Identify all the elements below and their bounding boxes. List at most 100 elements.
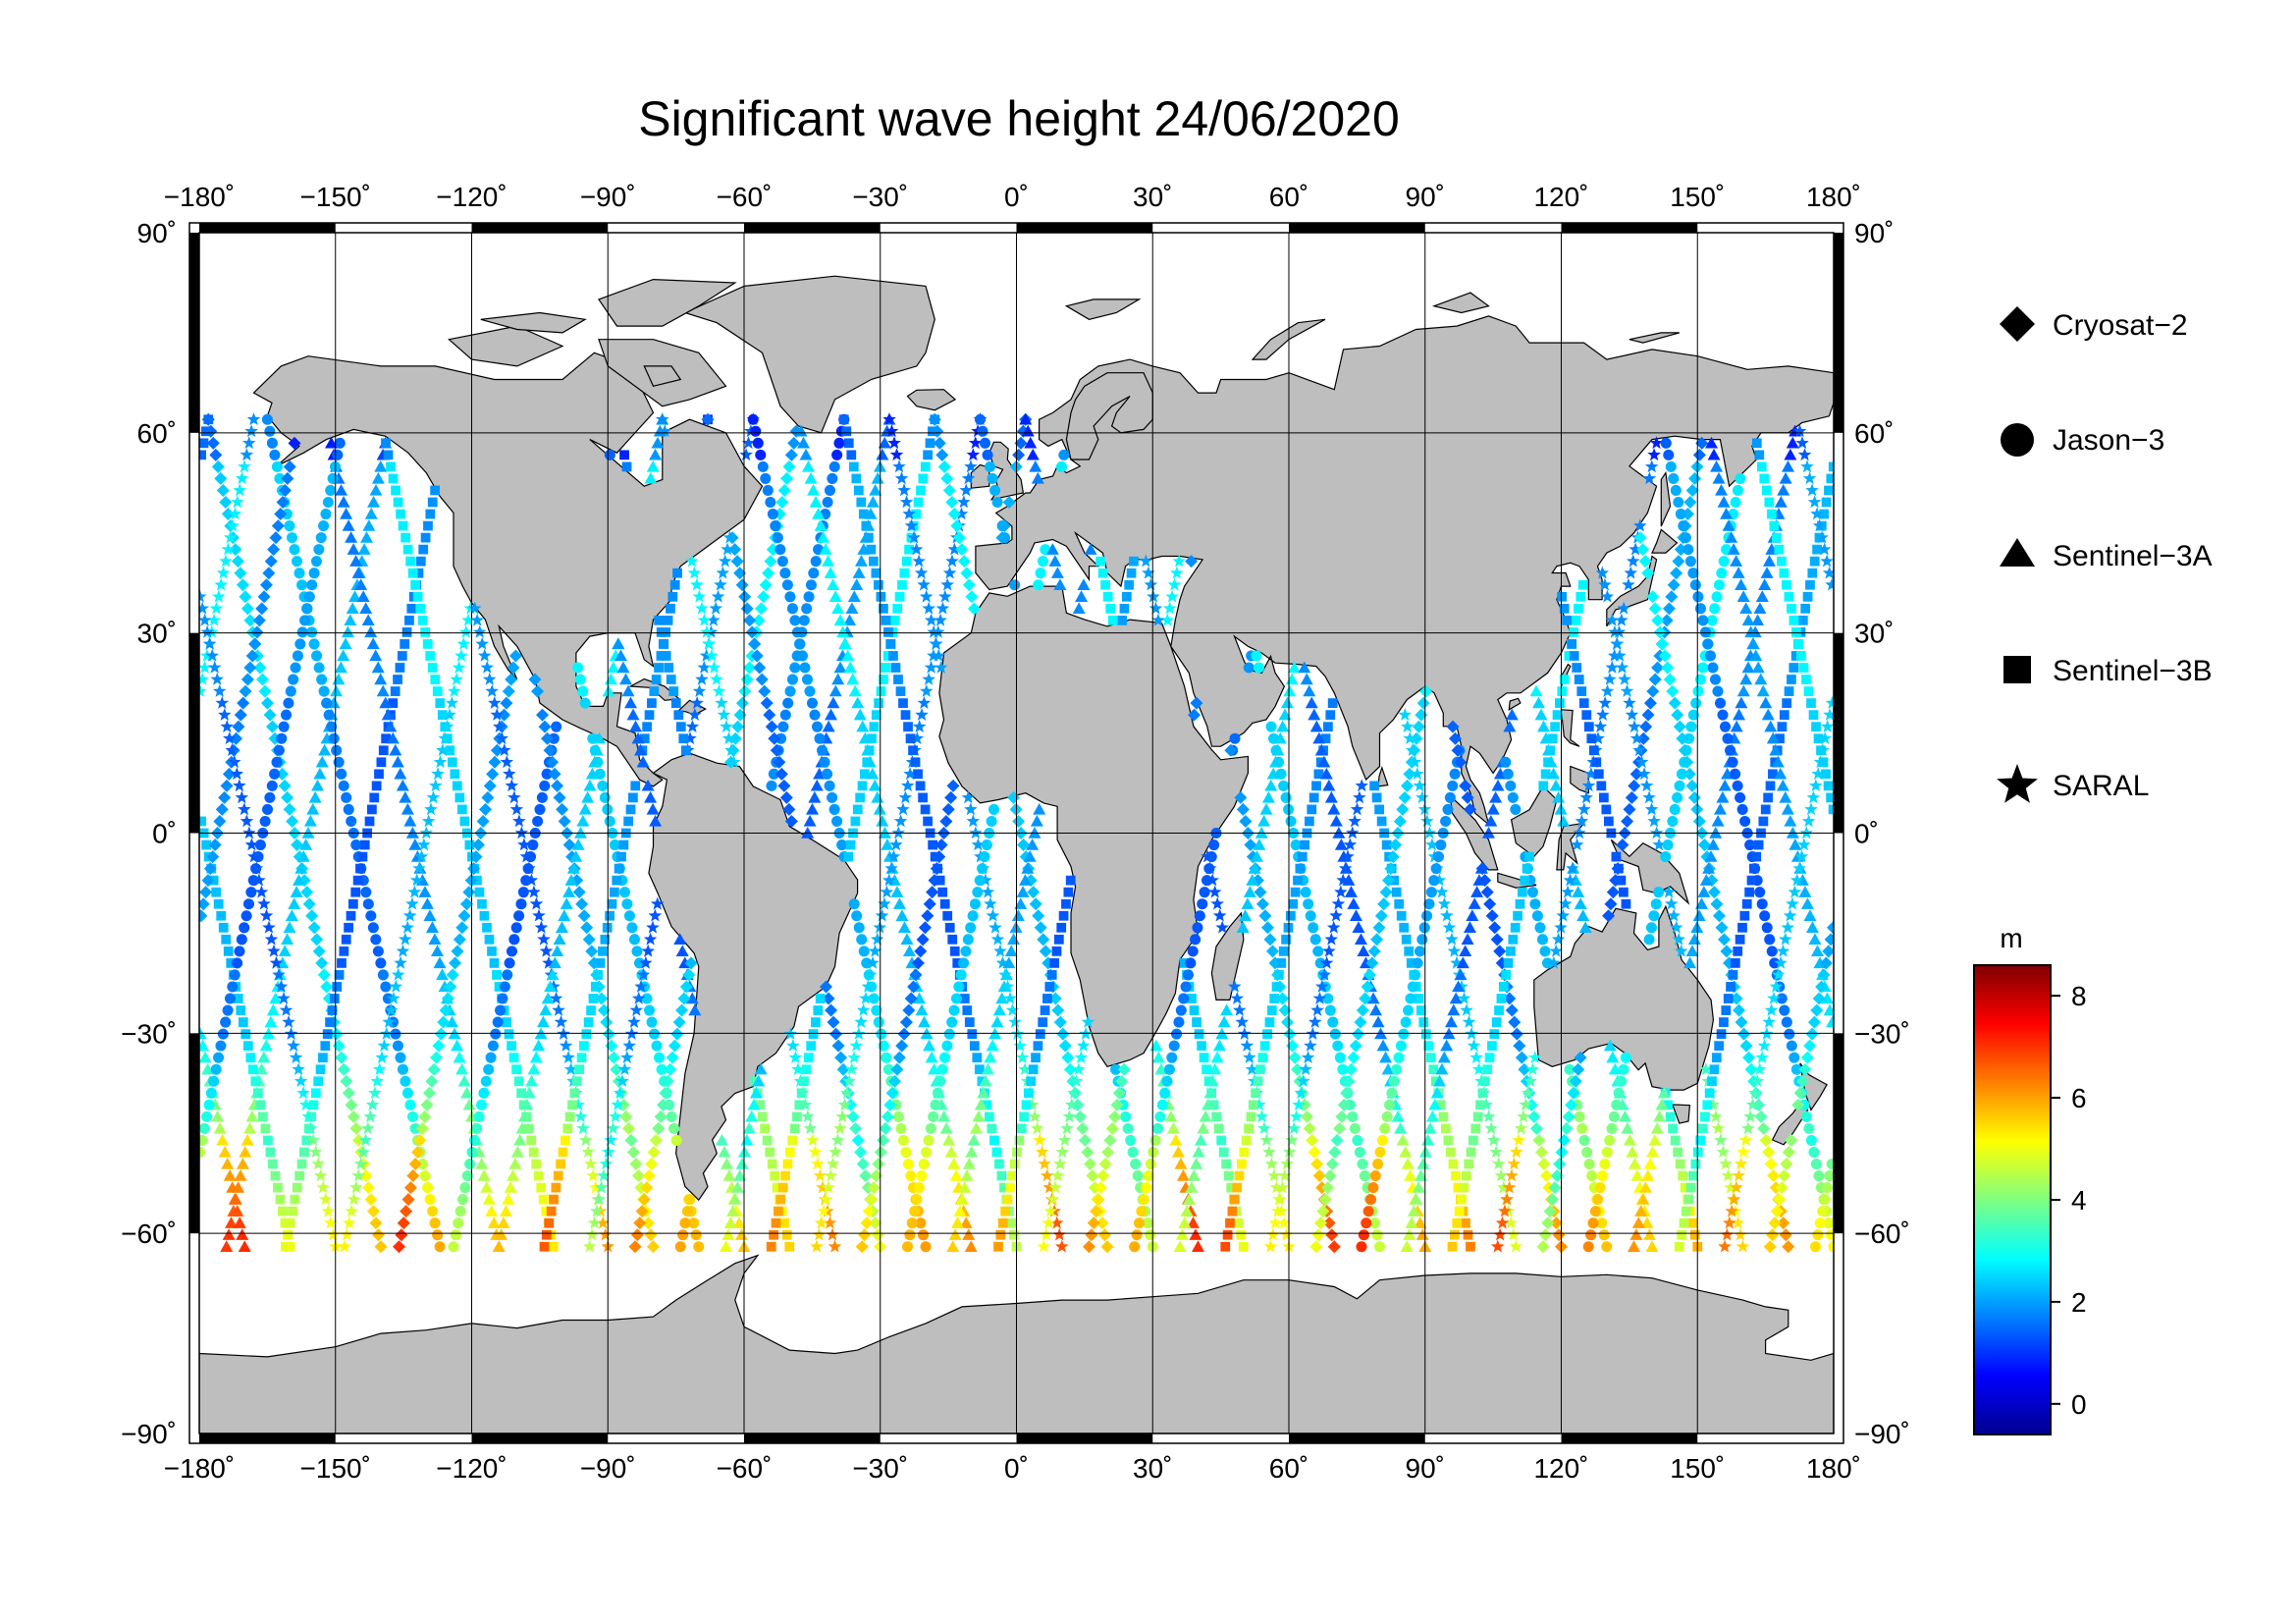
- track-point: [777, 779, 791, 792]
- track-point: [900, 710, 911, 721]
- track-point: [1092, 1193, 1105, 1207]
- track-point: [1175, 1228, 1189, 1240]
- track-point: [1687, 1217, 1698, 1228]
- track-point: [1125, 1134, 1137, 1146]
- track-point: [932, 648, 945, 662]
- track-point: [1399, 922, 1410, 933]
- track-point: [1689, 579, 1701, 591]
- track-point: [666, 603, 675, 614]
- lon-tick-label-bottom: −120˚: [436, 1453, 507, 1484]
- track-point: [1636, 731, 1650, 745]
- track-point: [794, 638, 806, 650]
- track-point: [1305, 696, 1318, 709]
- track-point: [1309, 720, 1323, 732]
- track-point: [1514, 1121, 1528, 1135]
- track-point: [1817, 1206, 1829, 1217]
- track-point: [285, 1241, 295, 1252]
- track-point: [1736, 803, 1748, 815]
- track-point: [345, 1204, 358, 1217]
- track-point: [1265, 721, 1277, 732]
- track-point: [1642, 790, 1656, 804]
- track-point: [313, 767, 327, 780]
- track-point: [1574, 1110, 1585, 1122]
- track-point: [400, 1205, 413, 1218]
- track-point: [469, 850, 483, 864]
- track-point: [529, 1051, 543, 1063]
- track-point: [296, 626, 308, 638]
- track-point: [1604, 1134, 1616, 1146]
- track-point: [1276, 958, 1287, 968]
- track-point: [788, 1051, 803, 1063]
- track-point: [1577, 802, 1591, 816]
- track-point: [602, 1145, 615, 1159]
- track-point: [571, 1098, 585, 1111]
- track-point: [1762, 555, 1776, 567]
- track-point: [618, 673, 632, 685]
- track-point: [1162, 601, 1177, 615]
- track-point: [458, 624, 473, 638]
- track-point: [287, 1039, 300, 1052]
- track-point: [1012, 448, 1026, 461]
- track-point: [1720, 508, 1734, 519]
- track-point: [1030, 814, 1043, 827]
- track-point: [1457, 991, 1471, 1004]
- track-point: [836, 625, 850, 638]
- colorbar-gradient: [1973, 964, 2052, 1435]
- track-point: [902, 945, 916, 957]
- track-point: [697, 613, 712, 626]
- track-point: [254, 885, 269, 898]
- track-point: [735, 1158, 749, 1169]
- track-point: [201, 874, 215, 888]
- track-point: [1035, 1029, 1045, 1039]
- track-point: [1019, 1111, 1030, 1122]
- track-point: [657, 1098, 670, 1111]
- track-point: [1454, 755, 1468, 769]
- track-point: [1685, 779, 1699, 792]
- track-point: [502, 684, 515, 698]
- track-point: [828, 803, 840, 815]
- track-point: [215, 802, 229, 816]
- track-point: [1262, 1029, 1272, 1039]
- track-point: [918, 473, 929, 484]
- track-point: [1709, 827, 1723, 839]
- track-point: [301, 1109, 315, 1123]
- lon-tick-label-top: 90˚: [1406, 182, 1445, 212]
- track-point: [854, 1145, 868, 1159]
- track-point: [661, 651, 671, 661]
- track-point: [435, 698, 446, 708]
- track-point: [1700, 1111, 1710, 1122]
- track-point: [1572, 1062, 1585, 1076]
- track-point: [576, 814, 590, 827]
- track-point: [918, 1158, 930, 1170]
- track-point: [715, 1133, 728, 1146]
- track-point: [636, 967, 651, 981]
- track-point: [1312, 946, 1324, 957]
- track-point: [607, 898, 617, 909]
- track-point: [1435, 1062, 1449, 1075]
- track-point: [781, 1229, 792, 1240]
- track-point: [363, 1109, 377, 1123]
- track-point: [836, 1062, 850, 1076]
- track-point: [449, 956, 462, 970]
- track-point: [807, 483, 821, 496]
- track-point: [331, 744, 343, 756]
- colorbar-tick-label: 0: [2071, 1389, 2087, 1420]
- track-point: [1393, 814, 1407, 828]
- track-point: [1809, 779, 1823, 792]
- track-point: [721, 542, 734, 556]
- track-point: [242, 898, 255, 910]
- track-point: [1199, 1109, 1212, 1122]
- track-point: [428, 933, 442, 946]
- track-point: [940, 577, 954, 591]
- track-point: [345, 1098, 358, 1111]
- track-point: [1510, 803, 1522, 815]
- track-point: [546, 755, 560, 769]
- track-point: [415, 1121, 429, 1135]
- track-point: [833, 1121, 847, 1135]
- track-point: [374, 460, 388, 472]
- track-point: [1623, 1133, 1636, 1146]
- track-point: [605, 910, 614, 921]
- track-point: [209, 601, 224, 615]
- track-point: [375, 957, 387, 969]
- track-point: [397, 1217, 410, 1230]
